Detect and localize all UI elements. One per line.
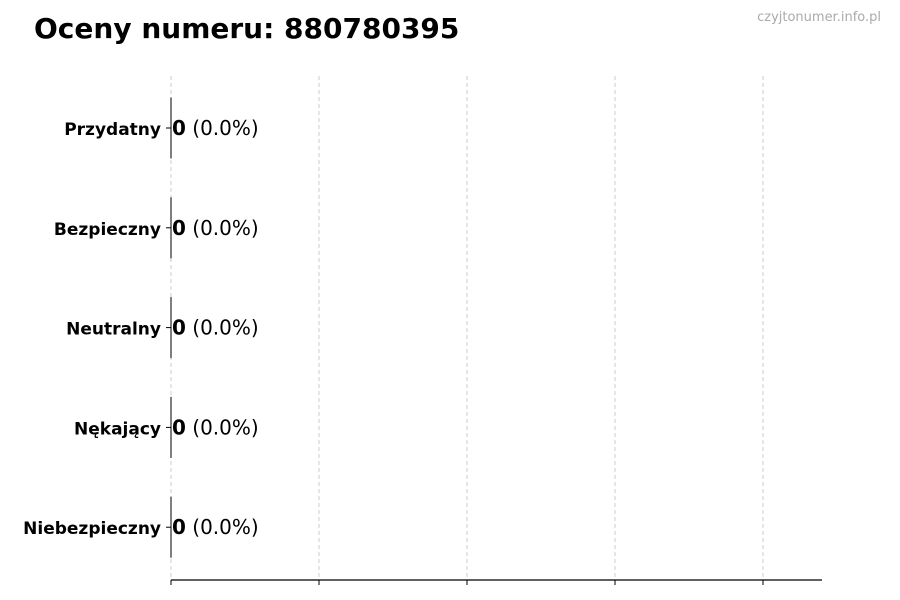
data-percent: (0.0%) bbox=[186, 515, 259, 539]
data-percent: (0.0%) bbox=[186, 415, 259, 439]
watermark: czyjtonumer.info.pl bbox=[757, 10, 881, 25]
data-percent: (0.0%) bbox=[186, 116, 259, 140]
data-value: 0 bbox=[172, 216, 186, 240]
category-label: Bezpieczny bbox=[54, 220, 161, 240]
data-percent: (0.0%) bbox=[186, 216, 259, 240]
category-label: Nękający bbox=[74, 419, 161, 439]
category-label: Neutralny bbox=[66, 320, 161, 340]
data-label: 0 (0.0%) bbox=[172, 216, 259, 240]
chart-title: Oceny numeru: 880780395 bbox=[34, 12, 460, 45]
data-value: 0 bbox=[172, 316, 186, 340]
data-label: 0 (0.0%) bbox=[172, 515, 259, 539]
category-label: Niebezpieczny bbox=[23, 519, 161, 539]
data-percent: (0.0%) bbox=[186, 316, 259, 340]
category-label: Przydatny bbox=[64, 120, 161, 140]
data-label: 0 (0.0%) bbox=[172, 316, 259, 340]
data-label: 0 (0.0%) bbox=[172, 415, 259, 439]
data-value: 0 bbox=[172, 415, 186, 439]
data-value: 0 bbox=[172, 515, 186, 539]
data-value: 0 bbox=[172, 116, 186, 140]
data-label: 0 (0.0%) bbox=[172, 116, 259, 140]
